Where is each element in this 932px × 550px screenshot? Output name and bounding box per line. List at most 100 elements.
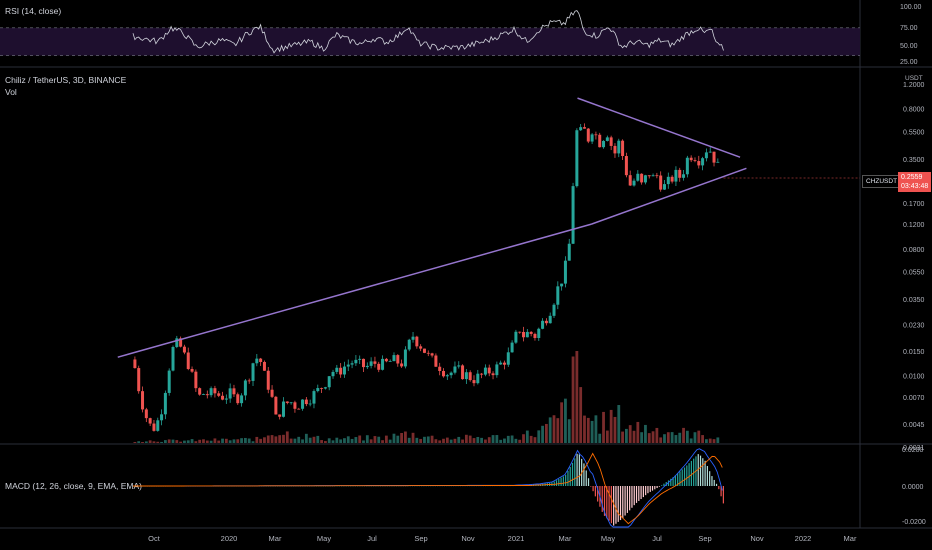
macd-histogram-bar — [590, 486, 592, 487]
candle — [297, 408, 301, 410]
time-tick: 2022 — [795, 534, 812, 543]
macd-histogram-bar — [651, 486, 654, 491]
volume-bar — [312, 436, 316, 443]
volume-bar — [194, 441, 198, 443]
price-tick: 0.0350 — [903, 297, 925, 304]
macd-label: MACD (12, 26, close, 9, EMA, EMA) — [5, 481, 142, 491]
volume-bar — [243, 437, 247, 443]
candle — [198, 388, 202, 395]
time-tick: May — [601, 534, 615, 543]
macd-histogram-bar — [626, 486, 628, 513]
macd-histogram-bar — [688, 463, 690, 486]
volume-bar — [240, 438, 243, 443]
candle — [274, 396, 278, 415]
candle — [388, 361, 392, 362]
candle — [537, 328, 541, 338]
time-tick: Mar — [559, 534, 572, 543]
macd-histogram-bar — [656, 486, 658, 489]
macd-histogram-bar — [677, 473, 679, 486]
volume-bar — [373, 436, 377, 443]
volume-bar — [522, 434, 525, 443]
macd-histogram-bar — [594, 486, 596, 497]
candle — [522, 332, 526, 338]
bar-countdown: 03:43:48 — [901, 183, 929, 190]
macd-histogram-bar — [665, 482, 667, 486]
price-tick: 0.3500 — [903, 157, 925, 164]
candle — [571, 186, 575, 244]
time-tick: Sep — [698, 534, 711, 543]
volume-bar — [202, 439, 205, 443]
macd-histogram-bar — [713, 479, 715, 486]
candle — [243, 380, 247, 396]
volume-bar — [198, 439, 202, 443]
macd-histogram-bar — [567, 470, 569, 486]
macd-histogram-bar — [679, 471, 681, 486]
macd-histogram-bar — [613, 486, 615, 526]
macd-histogram-bar — [690, 460, 692, 486]
price-tick: 0.1200 — [903, 222, 925, 229]
candle — [392, 355, 396, 362]
macd-histogram-bar — [583, 463, 585, 486]
macd-histogram-bar — [571, 462, 574, 486]
candle — [548, 315, 552, 324]
macd-histogram-bar — [587, 478, 590, 486]
volume-bar — [343, 438, 346, 443]
volume-bar — [190, 439, 194, 443]
volume-bar — [647, 433, 651, 443]
candle — [301, 399, 305, 409]
candle — [487, 367, 491, 374]
volume-bar — [415, 437, 419, 443]
candle — [701, 158, 705, 166]
macd-histogram-bar — [603, 486, 606, 516]
candle — [609, 137, 613, 146]
candle — [160, 414, 164, 421]
candle — [419, 346, 423, 349]
candle — [358, 358, 362, 360]
volume-bar — [289, 438, 293, 443]
candle — [156, 420, 160, 431]
volume-bar — [708, 438, 712, 443]
volume-bar — [301, 439, 304, 443]
candle — [636, 173, 640, 181]
trendlines — [117, 97, 747, 358]
volume-bar — [571, 356, 575, 443]
candle — [201, 394, 205, 395]
candle — [365, 365, 369, 368]
time-tick: Mar — [269, 534, 282, 543]
volume-bar — [426, 436, 430, 443]
volume-bar — [499, 439, 503, 443]
macd-histogram-bar — [722, 486, 724, 504]
candle — [624, 156, 628, 176]
volume-bar — [419, 438, 423, 443]
candle — [662, 184, 666, 190]
volume-bar — [659, 437, 663, 443]
candle — [175, 338, 179, 347]
rsi-band — [0, 27, 860, 56]
macd-tick: 0.0000 — [902, 484, 924, 491]
volume-bar — [141, 441, 144, 443]
candle — [682, 174, 686, 178]
volume-bar — [148, 440, 152, 443]
candle — [354, 359, 358, 364]
volume-bar — [697, 430, 701, 443]
macd-histogram-bar — [610, 486, 612, 524]
candle — [582, 127, 586, 129]
grid — [0, 0, 932, 529]
volume-bar — [320, 440, 323, 443]
volume-bar — [392, 433, 396, 443]
candle — [647, 175, 651, 177]
volume-bar — [461, 439, 464, 443]
volume-bar — [160, 441, 163, 443]
candle — [518, 331, 522, 333]
macd-tick: -0.0200 — [902, 519, 926, 526]
candle — [468, 372, 472, 381]
macd-histogram-bar — [658, 486, 660, 487]
candle — [438, 366, 442, 371]
last-price: 0.2559 — [901, 174, 923, 181]
time-tick: Jul — [652, 534, 662, 543]
volume-bar — [407, 437, 411, 443]
macd-histogram-bar — [720, 486, 722, 497]
macd-histogram-bar — [706, 465, 708, 486]
volume-bar — [484, 439, 487, 443]
